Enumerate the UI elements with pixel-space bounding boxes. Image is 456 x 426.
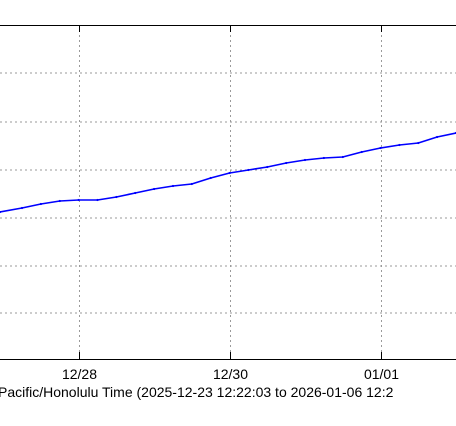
data-point	[360, 150, 363, 154]
series-layer	[0, 131, 456, 214]
data-point	[285, 161, 288, 165]
data-point	[209, 176, 212, 180]
data-point	[171, 184, 175, 188]
axes	[0, 25, 456, 360]
x-tick-label: 12/30	[213, 366, 248, 382]
data-point	[341, 155, 344, 159]
data-point	[398, 143, 401, 147]
x-tick-label: 12/28	[62, 366, 97, 382]
data-point	[228, 171, 231, 175]
data-point	[0, 210, 2, 214]
x-axis-label: Pacific/Honolulu Time (2025-12-23 12:22:…	[0, 384, 394, 400]
data-point	[134, 191, 137, 195]
data-point	[115, 195, 118, 199]
data-point	[153, 187, 156, 191]
grid-lines	[0, 25, 456, 359]
data-point	[77, 198, 80, 202]
data-point	[96, 198, 99, 202]
data-point	[247, 168, 250, 172]
tick-labels: 12/28 12/30 01/01	[62, 366, 399, 382]
series-line	[0, 132, 456, 213]
data-point	[379, 146, 382, 150]
data-point	[417, 141, 420, 145]
data-point	[266, 165, 269, 169]
data-point	[20, 206, 24, 210]
data-point	[58, 199, 61, 203]
data-point	[322, 156, 325, 160]
data-point	[190, 182, 193, 186]
data-point	[303, 158, 307, 162]
x-tick-label: 01/01	[364, 366, 399, 382]
data-point	[39, 202, 43, 206]
data-point	[436, 135, 439, 139]
